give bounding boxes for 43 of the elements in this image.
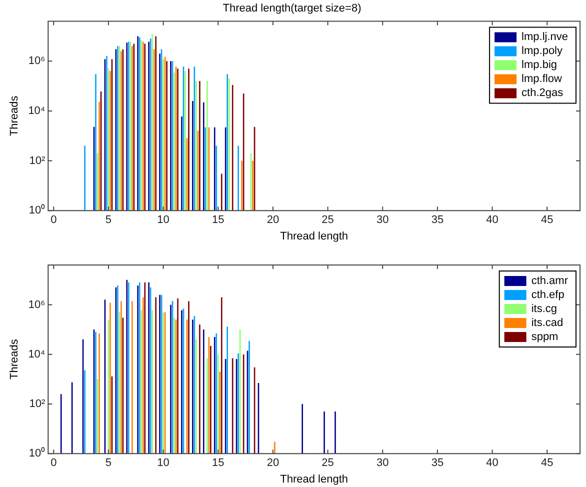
x-axis-title: Thread length [280,473,348,486]
y-axis-title: Threads [8,338,21,380]
x-tick-label: 30 [376,457,389,470]
legend-label: sppm [531,331,558,344]
x-tick-label: 0 [50,214,57,226]
x-tick-label: 35 [431,214,444,226]
x-tick-label: 35 [431,457,444,470]
x-tick-label: 10 [157,457,170,470]
x-tick-label: 25 [322,214,334,226]
x-tick-label: 40 [486,214,498,226]
x-axis-title: Thread length [280,230,348,242]
legend-label: lmp.big [522,59,558,72]
y-axis-title: Threads [8,95,21,136]
y-tick-label: 10⁰ [28,446,46,460]
legend-label: lmp.flow [522,73,562,86]
legend-label: cth.2gas [522,87,564,100]
x-tick-label: 15 [212,457,224,470]
legend-label: its.cg [531,303,558,316]
x-tick-label: 5 [105,214,112,226]
y-tick-label: 10⁶ [28,55,46,68]
legend-label: cth.amr [531,275,568,288]
x-tick-label: 20 [266,214,280,226]
x-tick-label: 15 [212,214,224,226]
x-tick-label: 40 [486,457,498,470]
y-tick-label: 10⁰ [28,204,46,217]
x-tick-label: 30 [376,214,389,226]
y-tick-label: 10⁴ [28,104,46,117]
legend-label: lmp.lj.nve [522,31,568,44]
x-tick-label: 45 [540,457,554,470]
y-tick-label: 10² [29,154,46,167]
legend-label: cth.efp [531,289,564,302]
x-tick-label: 10 [157,214,170,226]
chart-title: Thread length(target size=8) [222,2,362,15]
x-tick-label: 25 [322,457,334,470]
x-tick-label: 0 [50,457,57,470]
y-tick-label: 10⁶ [28,298,46,311]
y-tick-label: 10² [29,398,46,410]
legend-label: lmp.poly [522,45,563,58]
legend-label: its.cad [531,317,564,330]
x-tick-label: 5 [105,457,112,470]
x-tick-label: 20 [266,457,280,470]
y-tick-label: 10⁴ [28,348,46,360]
x-tick-label: 45 [540,214,554,226]
